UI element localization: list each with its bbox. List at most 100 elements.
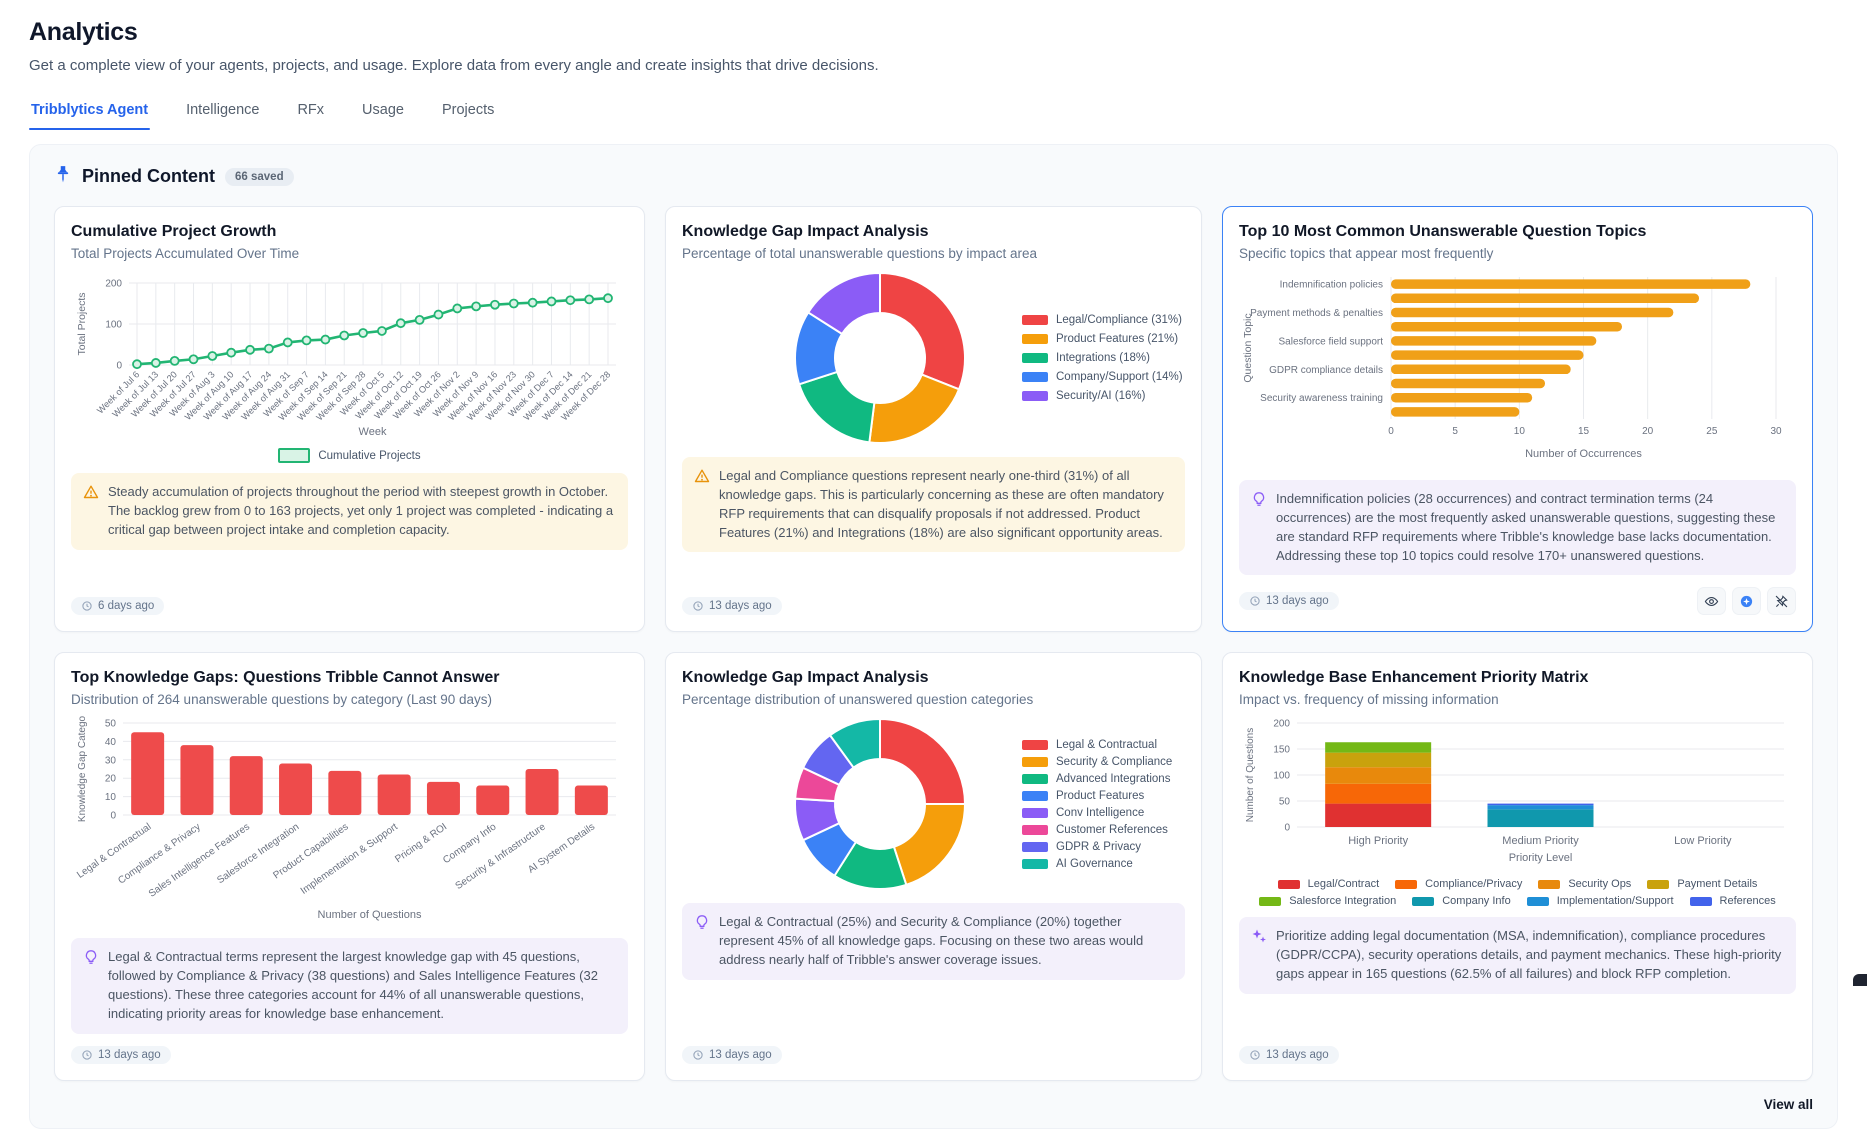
card-meta: 13 days ago [71, 1034, 628, 1064]
svg-text:30: 30 [105, 756, 117, 767]
svg-text:5: 5 [1452, 426, 1458, 437]
svg-text:50: 50 [105, 719, 117, 730]
insight-text: Steady accumulation of projects througho… [108, 484, 614, 537]
svg-text:Salesforce Integration: Salesforce Integration [215, 822, 301, 887]
sparkles-icon [1251, 928, 1267, 984]
floating-widget-edge [1853, 974, 1867, 986]
svg-text:Number of Questions: Number of Questions [1245, 728, 1256, 823]
card-meta: 13 days ago [682, 585, 1185, 616]
horizontal-bar-chart: 0 5 10 15 20 25 30 Indemnification policies Paym… [1239, 269, 1796, 470]
svg-text:Compliance & Privacy: Compliance & Privacy [116, 822, 202, 887]
view-all-row: View all [54, 1097, 1813, 1112]
svg-text:GDPR compliance details: GDPR compliance details [1269, 365, 1383, 376]
tab-tribblytics-agent[interactable]: Tribblytics Agent [29, 96, 151, 130]
ai-view-button[interactable] [1732, 587, 1761, 616]
card-actions [1697, 587, 1796, 616]
svg-text:200: 200 [105, 279, 122, 290]
chart-legend: Cumulative Projects [71, 448, 628, 463]
svg-text:20: 20 [1642, 426, 1654, 437]
insight-text: Prioritize adding legal documentation (M… [1276, 928, 1782, 982]
card-subtitle: Impact vs. frequency of missing informat… [1239, 692, 1499, 708]
card-meta: 13 days ago [1239, 575, 1796, 616]
insight-text: Legal & Contractual terms represent the … [108, 949, 598, 1021]
svg-text:Knowledge Gap Catego: Knowledge Gap Catego [77, 716, 88, 823]
chart-legend: Legal/Contract Compliance/Privacy Security… [1239, 878, 1796, 907]
warning-icon [83, 484, 99, 540]
card-top-knowledge-gaps[interactable]: Top Knowledge Gaps: Questions Tribble Ca… [54, 652, 645, 1081]
svg-text:0: 0 [1284, 823, 1290, 834]
tab-rfx[interactable]: RFx [297, 102, 325, 118]
timestamp-badge: 6 days ago [71, 597, 165, 616]
svg-text:Security & Infrastructure: Security & Infrastructure [454, 822, 549, 893]
card-meta: 13 days ago [682, 1034, 1185, 1064]
insight-box: Prioritize adding legal documentation (M… [1239, 917, 1796, 994]
card-subtitle: Percentage of total unanswerable questio… [682, 246, 1037, 261]
svg-text:Implementation & Support: Implementation & Support [299, 822, 400, 897]
pin-icon [54, 165, 72, 188]
svg-text:25: 25 [1706, 426, 1718, 437]
lightbulb-icon [1251, 491, 1267, 565]
card-top-10-unanswerable-topics[interactable]: Top 10 Most Common Unanswerable Question… [1222, 206, 1813, 633]
insight-box: Legal and Compliance questions represent… [682, 457, 1185, 553]
lightbulb-icon [694, 914, 710, 970]
insight-box: Steady accumulation of projects througho… [71, 473, 628, 550]
svg-text:0: 0 [116, 361, 122, 372]
svg-text:Priority Level: Priority Level [1509, 852, 1573, 864]
card-title: Knowledge Base Enhancement Priority Matr… [1239, 669, 1589, 687]
pinned-header: Pinned Content 66 saved [54, 165, 1813, 188]
chart-legend: Legal/Compliance (31%) Product Features (… [1022, 314, 1183, 402]
card-title: Cumulative Project Growth [71, 223, 277, 240]
donut-chart: Legal & Contractual Security & Compliance… [682, 715, 1185, 893]
tab-intelligence[interactable]: Intelligence [186, 102, 260, 118]
lightbulb-icon [83, 949, 99, 1023]
line-chart: 0 100 200 Total Projects Week of Jul 6 Week o… [71, 269, 628, 463]
tab-bar: Tribblytics Agent Intelligence RFx Usage… [29, 96, 1838, 130]
svg-text:Number of Occurrences: Number of Occurrences [1525, 448, 1642, 460]
card-meta: 13 days ago [1239, 1034, 1796, 1064]
card-knowledge-gap-impact-analysis-1[interactable]: Knowledge Gap Impact Analysis Percentage… [665, 206, 1202, 633]
svg-text:Total Projects: Total Projects [76, 292, 88, 355]
svg-text:0: 0 [1388, 426, 1394, 437]
donut-chart: Legal/Compliance (31%) Product Features (… [682, 269, 1185, 447]
svg-text:200: 200 [1273, 719, 1290, 730]
insight-text: Indemnification policies (28 occurrences… [1276, 491, 1776, 563]
timestamp-badge: 13 days ago [682, 1045, 782, 1064]
svg-text:50: 50 [1279, 797, 1291, 808]
tab-usage[interactable]: Usage [362, 102, 404, 118]
svg-text:Question Topic: Question Topic [1242, 313, 1254, 382]
card-subtitle: Distribution of 264 unanswerable questio… [71, 692, 492, 708]
svg-text:Number of Questions: Number of Questions [318, 909, 422, 921]
unpin-button[interactable] [1767, 587, 1796, 616]
pinned-content-section: Pinned Content 66 saved Cumulative Proje… [29, 144, 1838, 1129]
svg-text:Sales Intelligence Features: Sales Intelligence Features [147, 822, 252, 900]
card-cumulative-project-growth[interactable]: Cumulative Project Growth Total Projects… [54, 206, 645, 633]
tab-projects[interactable]: Projects [441, 102, 495, 118]
pinned-title: Pinned Content [82, 166, 215, 186]
timestamp-badge: 13 days ago [1239, 592, 1339, 611]
svg-text:Indemnification policies: Indemnification policies [1280, 280, 1383, 291]
stacked-bar-chart: 0 50 100 150 200 High Priority Medium Priority… [1239, 715, 1796, 907]
card-title: Knowledge Gap Impact Analysis [682, 223, 929, 240]
card-subtitle: Percentage distribution of unanswered qu… [682, 692, 1034, 708]
pinned-cards-grid: Cumulative Project Growth Total Projects… [54, 206, 1813, 1081]
saved-count-badge: 66 saved [225, 167, 294, 186]
card-title: Top Knowledge Gaps: Questions Tribble Ca… [71, 669, 500, 687]
chart-legend: Legal & Contractual Security & Compliance… [1022, 739, 1172, 870]
view-button[interactable] [1697, 587, 1726, 616]
svg-text:150: 150 [1273, 745, 1290, 756]
timestamp-badge: 13 days ago [71, 1045, 171, 1064]
card-title: Knowledge Gap Impact Analysis [682, 669, 929, 687]
svg-text:Security awareness training: Security awareness training [1260, 393, 1383, 404]
card-meta: 6 days ago [71, 585, 628, 616]
page-subtitle: Get a complete view of your agents, proj… [29, 57, 879, 74]
card-title: Top 10 Most Common Unanswerable Question… [1239, 223, 1647, 240]
view-all-link[interactable]: View all [1763, 1096, 1813, 1112]
card-knowledge-gap-impact-analysis-2[interactable]: Knowledge Gap Impact Analysis Percentage… [665, 652, 1202, 1081]
svg-text:10: 10 [1514, 426, 1526, 437]
card-enhancement-priority-matrix[interactable]: Knowledge Base Enhancement Priority Matr… [1222, 652, 1813, 1081]
svg-text:Salesforce field support: Salesforce field support [1278, 336, 1383, 347]
svg-text:20: 20 [105, 774, 117, 785]
svg-text:Week: Week [359, 426, 387, 438]
bar-chart: 0 10 20 30 40 50 Legal & Contractual Compliance… [71, 715, 628, 928]
